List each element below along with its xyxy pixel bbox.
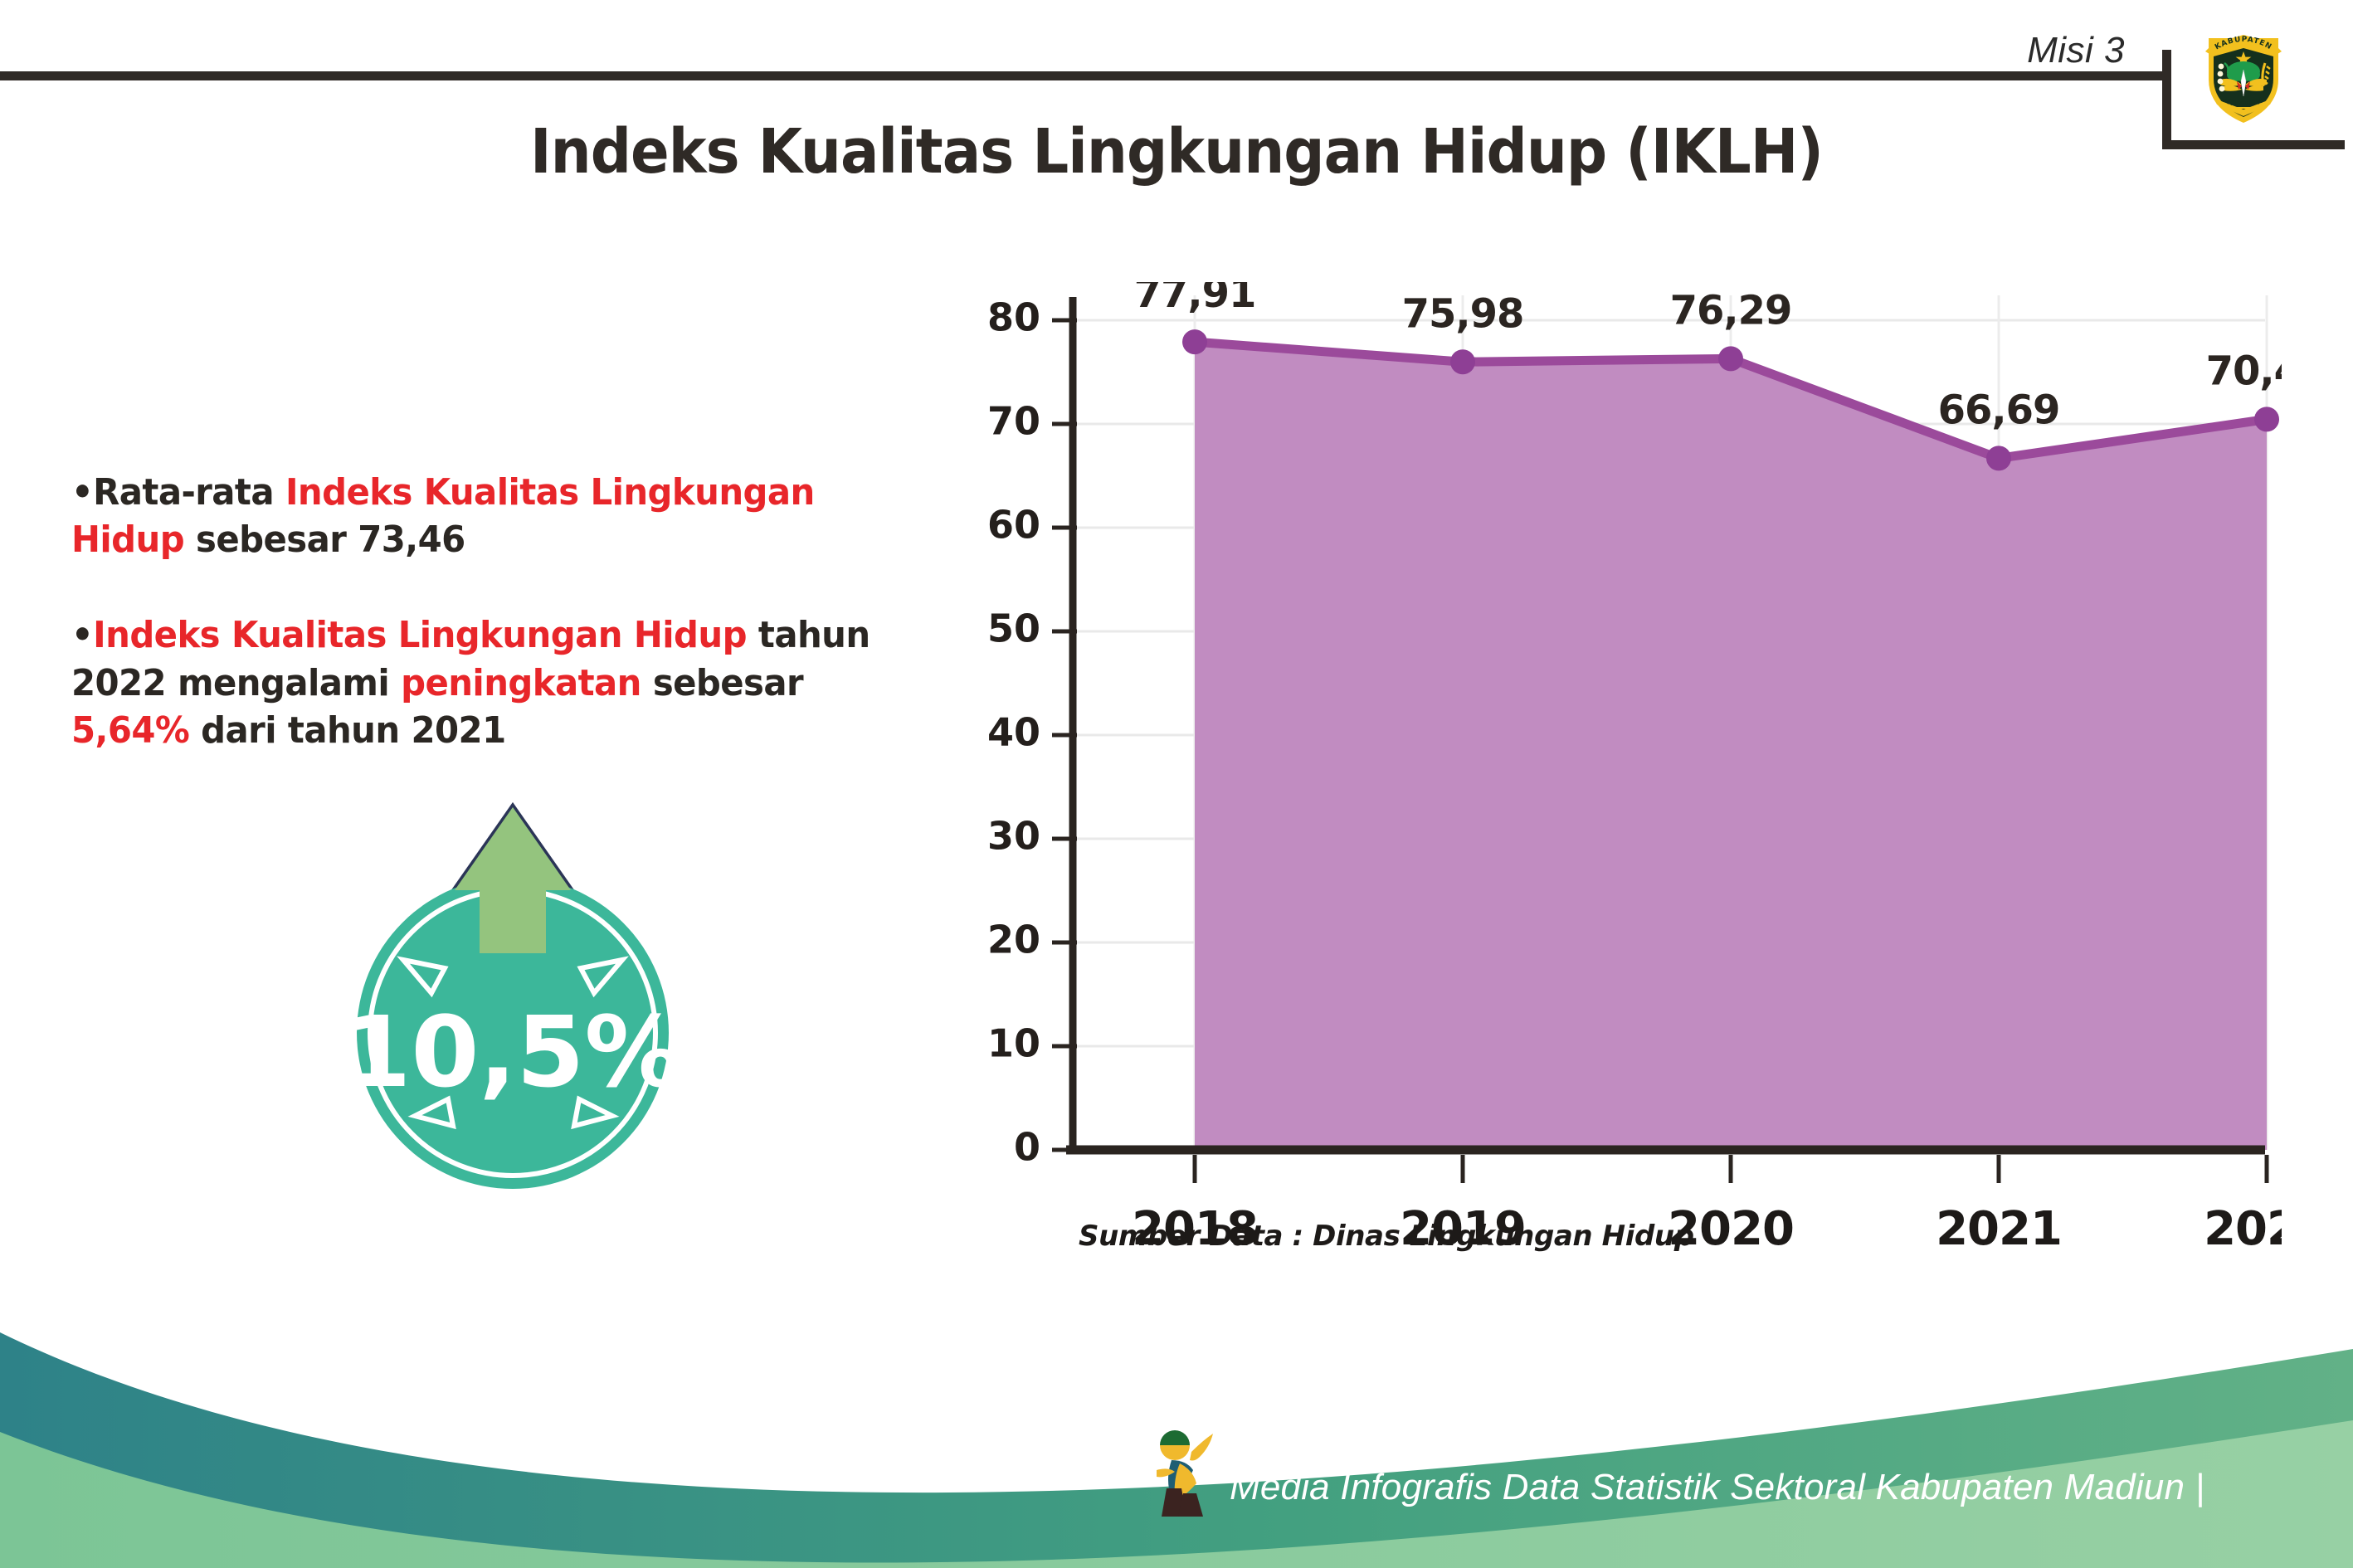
media-infografis-logo-icon <box>1143 1427 1235 1522</box>
chart-x-tick-labels: 2018 2019 2020 2021 2022 <box>1132 1202 2282 1256</box>
chart-data-marker <box>1986 446 2011 471</box>
bullet-text-segment: dari tahun 2021 <box>189 709 506 752</box>
growth-badge: 10,5% <box>324 751 755 1215</box>
badge-value: 10,5% <box>343 995 682 1109</box>
y-tick-label: 80 <box>987 295 1040 340</box>
bullet-text-segment: Rata-rata <box>93 471 285 514</box>
footer-caption: Media Infografis Data Statistik Sektoral… <box>1230 1467 2205 1507</box>
y-tick-label: 30 <box>987 814 1040 859</box>
chart-data-marker <box>1182 329 1207 355</box>
footer-band-bottom <box>0 1420 2353 1568</box>
chart-data-marker <box>1450 349 1475 375</box>
x-tick-label: 2021 <box>1936 1202 2062 1256</box>
bullet-marker: • <box>71 471 94 514</box>
header-bracket-horizontal <box>2162 140 2345 149</box>
x-tick-label: 2020 <box>1668 1202 1794 1256</box>
x-tick-label: 2022 <box>2204 1202 2282 1256</box>
bullet-text-segment: sebesar <box>641 661 804 704</box>
up-arrow-icon <box>455 807 571 953</box>
chart-data-label: 76,29 <box>1670 287 1792 334</box>
chart-data-marker <box>2254 407 2279 432</box>
chart-data-label: 75,98 <box>1402 290 1524 337</box>
badge-corner-arrows <box>397 956 629 1130</box>
chart-data-markers <box>1182 329 2279 471</box>
y-tick-label: 60 <box>987 503 1040 548</box>
list-item: •Rata-rata Indeks Kualitas Lingkungan Hi… <box>71 469 931 563</box>
chart-area-series <box>1190 337 2272 1150</box>
header-rule <box>0 71 2171 80</box>
list-item: •Indeks Kualitas Lingkungan Hidup tahun … <box>71 611 931 754</box>
mission-label: Misi 3 <box>2027 30 2125 71</box>
footer-wave <box>0 1269 2353 1568</box>
bullet-text-segment-highlight: Indeks Kualitas Lingkungan Hidup <box>93 614 747 657</box>
bullet-text-segment-highlight: peningkatan <box>401 661 641 704</box>
bullet-text-segment: sebesar 73,46 <box>184 519 465 562</box>
bullet-marker: • <box>71 614 94 657</box>
chart-data-labels: 77,91 75,98 76,29 66,69 70,45 <box>1134 282 2282 433</box>
y-tick-label: 50 <box>987 606 1040 651</box>
badge-circle <box>357 877 669 1189</box>
highlights-list: •Rata-rata Indeks Kualitas Lingkungan Hi… <box>71 469 976 754</box>
x-tick-label: 2018 <box>1132 1202 1258 1256</box>
chart-data-marker <box>1718 346 1743 372</box>
header-bracket-vertical <box>2162 50 2171 149</box>
y-tick-label: 70 <box>987 399 1040 444</box>
chart-data-label: 70,45 <box>2206 348 2282 394</box>
x-tick-label: 2019 <box>1400 1202 1526 1256</box>
y-tick-label: 10 <box>987 1021 1040 1066</box>
kabupaten-madiun-emblem-icon: KABUPATEN <box>2200 18 2287 126</box>
chart-data-label: 66,69 <box>1938 387 2060 433</box>
bullet-text-segment: tahun 2022 mengalami <box>71 614 870 704</box>
chart-area-fill <box>1195 342 2267 1150</box>
page-title: Indeks Kualitas Lingkungan Hidup (IKLH) <box>529 116 1824 187</box>
chart-source-note: Sumber Data : Dinas Lingkungan Hidup <box>1079 1220 1694 1253</box>
chart-y-tick-labels: 0 10 20 30 40 50 60 70 80 <box>987 295 1040 1170</box>
y-tick-label: 20 <box>987 918 1040 962</box>
iklh-area-chart: 0 10 20 30 40 50 60 70 80 2018 2019 2020 2021 2022 7… <box>954 282 2282 1261</box>
y-tick-label: 40 <box>987 710 1040 755</box>
y-tick-label: 0 <box>1014 1125 1040 1170</box>
bullet-text-segment-highlight: Indeks Kualitas Lingkungan Hidup <box>71 471 815 562</box>
bullet-text-segment-highlight: 5,64% <box>71 709 190 752</box>
chart-data-label: 77,91 <box>1134 282 1256 317</box>
